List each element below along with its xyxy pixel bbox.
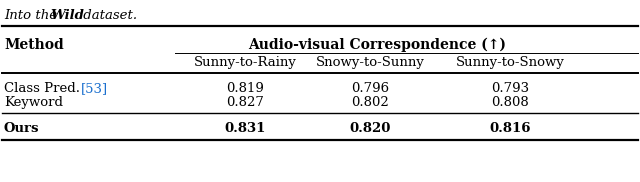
- Text: Sunny-to-Snowy: Sunny-to-Snowy: [456, 56, 564, 69]
- Text: Wild: Wild: [50, 9, 84, 22]
- Text: [53]: [53]: [81, 82, 108, 95]
- Text: 0.819: 0.819: [226, 82, 264, 95]
- Text: 0.796: 0.796: [351, 82, 389, 95]
- Text: 0.802: 0.802: [351, 96, 389, 109]
- Text: 0.808: 0.808: [491, 96, 529, 109]
- Text: 0.816: 0.816: [489, 122, 531, 135]
- Text: Ours: Ours: [4, 122, 40, 135]
- Text: 0.820: 0.820: [349, 122, 390, 135]
- Text: 0.827: 0.827: [226, 96, 264, 109]
- Text: Snowy-to-Sunny: Snowy-to-Sunny: [316, 56, 424, 69]
- Text: Keyword: Keyword: [4, 96, 63, 109]
- Text: Method: Method: [4, 38, 64, 52]
- Text: Into the: Into the: [4, 9, 61, 22]
- Text: Sunny-to-Rainy: Sunny-to-Rainy: [193, 56, 296, 69]
- Text: 0.793: 0.793: [491, 82, 529, 95]
- Text: 0.831: 0.831: [224, 122, 266, 135]
- Text: dataset.: dataset.: [79, 9, 137, 22]
- Text: Class Pred.: Class Pred.: [4, 82, 84, 95]
- Text: Audio-visual Correspondence (↑): Audio-visual Correspondence (↑): [248, 38, 506, 52]
